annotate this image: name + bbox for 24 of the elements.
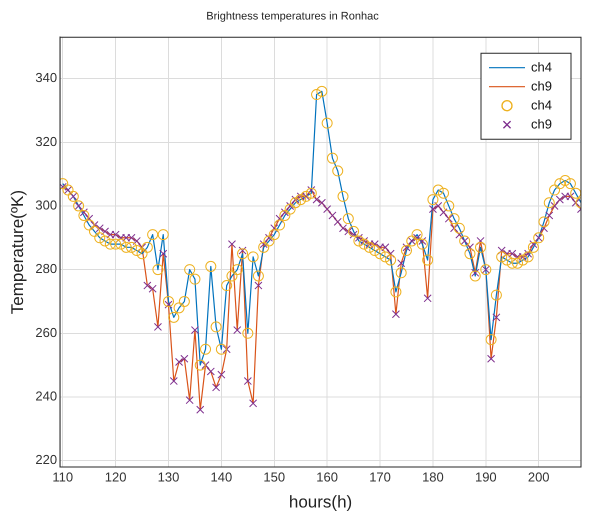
y-axis-title: Temperature(ºK) <box>8 190 27 314</box>
x-tick-label: 180 <box>422 469 444 484</box>
x-tick-label: 120 <box>104 469 126 484</box>
legend-label: ch9 <box>531 116 552 132</box>
legend-label: ch4 <box>531 59 552 74</box>
y-tick-label: 340 <box>35 70 58 86</box>
y-tick-label: 320 <box>35 134 58 149</box>
y-tick-label: 240 <box>35 388 58 404</box>
x-tick-label: 160 <box>316 469 338 484</box>
y-tick-label: 280 <box>35 261 58 276</box>
x-tick-label: 190 <box>474 469 497 484</box>
x-tick-label: 170 <box>369 469 391 484</box>
x-tick-label: 130 <box>158 469 180 484</box>
y-tick-label: 260 <box>35 324 58 340</box>
legend-label: ch9 <box>531 78 552 94</box>
legend-label: ch4 <box>531 97 552 112</box>
chart-title: Brightness temperatures in Ronhac <box>206 10 380 23</box>
x-tick-label: 200 <box>528 469 550 484</box>
x-tick-label: 140 <box>210 469 232 484</box>
x-tick-label: 110 <box>52 469 74 484</box>
y-tick-label: 300 <box>35 198 58 213</box>
x-axis-title: hours(h) <box>288 492 352 512</box>
y-tick-label: 220 <box>35 452 58 468</box>
x-tick-label: 150 <box>263 469 286 484</box>
